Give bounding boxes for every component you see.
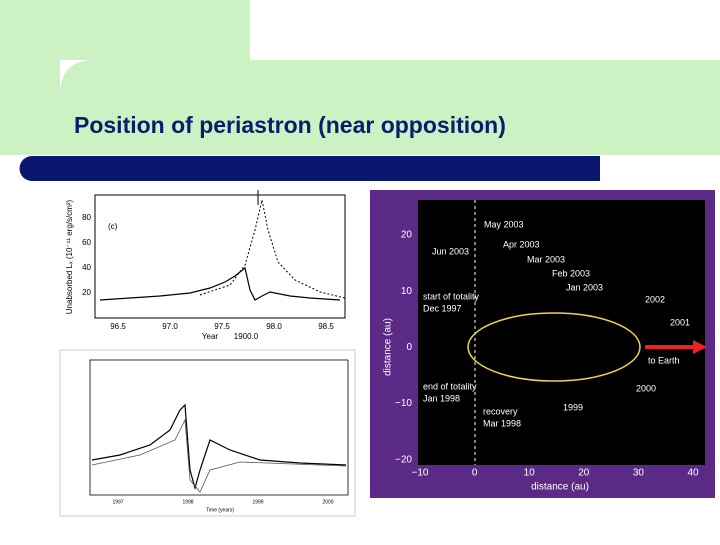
axis-title: Year: [202, 332, 219, 341]
tick-label: 1998: [182, 499, 193, 505]
orbit-annotation: 1999: [563, 402, 583, 412]
axis-offset: 1900.0: [234, 332, 259, 341]
orbit-annotation: Dec 1997: [423, 303, 462, 313]
light-curve-image: [59, 349, 356, 517]
orbit-annotation: Jan 2003: [566, 282, 603, 292]
tick-label: 10: [524, 468, 536, 479]
orbit-annotation: 2002: [645, 294, 665, 304]
tick-label: 98.0: [266, 322, 282, 331]
orbit-annotation: recovery: [483, 406, 518, 416]
orbit-annotation: Apr 2003: [503, 239, 540, 249]
tick-label: 20: [401, 230, 413, 241]
model-curve: [91, 418, 347, 493]
orbit-annotation: Mar 2003: [527, 254, 565, 264]
corner-block: [0, 55, 60, 155]
panel-label: (c): [108, 222, 118, 231]
orbit-annotation: Jan 1998: [423, 393, 460, 403]
tick-label: 1997: [112, 499, 123, 505]
tick-label: 1999: [252, 499, 263, 505]
tick-label: 20: [578, 468, 590, 479]
xray-frame: [94, 194, 346, 319]
model-curve: [199, 199, 346, 299]
light-curve-frame: [89, 359, 349, 496]
tick-label: 60: [82, 238, 91, 247]
tick-label: 20: [82, 288, 91, 297]
tick-label: 10: [401, 286, 413, 297]
orbit-annotation: 2000: [636, 383, 656, 393]
tick-label: −20: [395, 454, 412, 465]
tick-label: 98.5: [318, 322, 334, 331]
orbit-annotation: Jun 2003: [432, 246, 469, 256]
orbit-annotation: 2001: [670, 317, 690, 327]
tick-label: 97.5: [214, 322, 230, 331]
orbit-annotation: to Earth: [648, 355, 680, 365]
xray-curve: [99, 266, 341, 301]
tick-label: 40: [687, 468, 699, 479]
orbit-annotation: Feb 2003: [552, 268, 590, 278]
axis-title: Time (years): [206, 507, 234, 513]
tick-label: −10: [395, 398, 412, 409]
title-band: [60, 60, 720, 155]
corner-block: [0, 0, 250, 60]
tick-label: 40: [82, 263, 91, 272]
tick-label: 80: [82, 213, 91, 222]
tick-label: 0: [406, 342, 412, 353]
axis-title: distance (au): [531, 482, 589, 493]
slide-title: Position of periastron (near opposition): [74, 112, 506, 138]
orbit-frame: [418, 200, 705, 465]
tick-label: 96.5: [110, 322, 126, 331]
orbit-annotation: Mar 1998: [483, 418, 521, 428]
orbit-annotation: start of totality: [423, 291, 480, 301]
tick-label: 0: [472, 468, 478, 479]
tick-label: 97.0: [162, 322, 178, 331]
tick-label: 30: [633, 468, 645, 479]
axis-title: Unabsorbed Lₓ (10⁻¹¹ erg/s/cm²): [65, 199, 74, 314]
tick-label: 2000: [322, 499, 333, 505]
title-rule: [19, 156, 600, 181]
tick-label: −10: [412, 468, 429, 479]
orbit-annotation: May 2003: [484, 219, 524, 229]
orbit-annotation: end of totality: [423, 381, 477, 391]
axis-title: distance (au): [383, 318, 394, 376]
earth-arrow-head: [693, 340, 707, 354]
xray-image: [60, 190, 355, 342]
light-curve: [91, 403, 347, 491]
orbit: [467, 312, 641, 382]
